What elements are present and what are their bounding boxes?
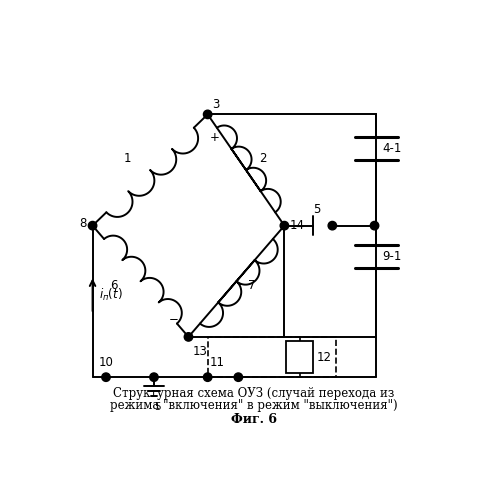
Text: 8: 8: [79, 217, 87, 230]
Circle shape: [203, 110, 212, 118]
Bar: [208, 337, 336, 377]
Circle shape: [88, 222, 97, 230]
Circle shape: [184, 332, 193, 341]
Text: 9-1: 9-1: [382, 250, 401, 263]
Text: Структурная схема ОУЗ (случай перехода из: Структурная схема ОУЗ (случай перехода и…: [113, 387, 395, 400]
Text: режима "включения" в режим "выключения"): режима "включения" в режим "выключения"): [110, 398, 397, 411]
Circle shape: [234, 373, 243, 382]
Circle shape: [149, 373, 158, 382]
Text: +: +: [209, 131, 219, 144]
Circle shape: [102, 373, 110, 382]
Text: 2: 2: [259, 152, 267, 165]
Text: 3: 3: [212, 98, 220, 112]
Bar: [286, 340, 313, 374]
Text: 4-1: 4-1: [382, 142, 401, 156]
Text: Фиг. 6: Фиг. 6: [231, 413, 277, 426]
Text: 5: 5: [154, 402, 161, 412]
Text: 14: 14: [290, 219, 305, 232]
Circle shape: [280, 222, 289, 230]
Text: $i_{п}(t)$: $i_{п}(t)$: [99, 286, 123, 302]
Text: 1: 1: [123, 152, 131, 165]
Text: 7: 7: [248, 278, 255, 291]
Text: −: −: [169, 313, 179, 326]
Text: 6: 6: [110, 278, 117, 291]
Circle shape: [203, 373, 212, 382]
Circle shape: [328, 222, 337, 230]
Text: 11: 11: [209, 356, 225, 368]
Text: 5: 5: [313, 203, 321, 216]
Text: 12: 12: [317, 350, 332, 364]
Text: 10: 10: [99, 356, 113, 368]
Text: 13: 13: [193, 344, 208, 358]
Circle shape: [370, 222, 379, 230]
